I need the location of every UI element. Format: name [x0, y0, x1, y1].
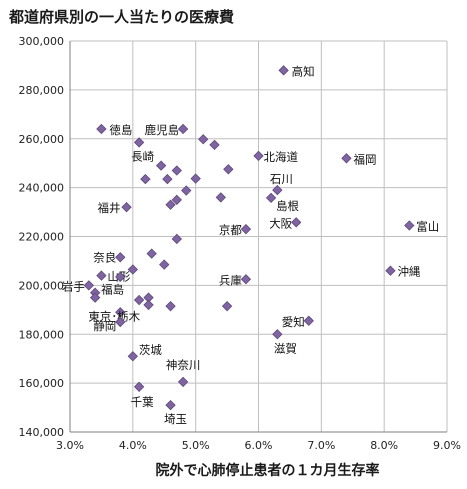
- data-point: [278, 65, 289, 76]
- data-point: [159, 259, 170, 270]
- point-label: 沖縄: [397, 265, 420, 279]
- point-label: 滋賀: [274, 341, 297, 355]
- data-point: [215, 192, 226, 203]
- data-point: [143, 299, 154, 311]
- data-point: [171, 233, 182, 245]
- data-point: [115, 316, 126, 328]
- y-tick-label: 220,000: [19, 231, 65, 244]
- data-point: [240, 274, 252, 285]
- point-label: 静岡: [93, 319, 116, 333]
- data-point: [121, 202, 132, 213]
- point-label: 高知: [292, 64, 315, 78]
- y-tick-label: 240,000: [19, 182, 65, 195]
- data-point: [115, 252, 126, 263]
- data-point: [272, 329, 283, 340]
- data-point: [181, 185, 192, 196]
- data-point: [127, 264, 138, 275]
- data-point: [272, 184, 283, 196]
- chart-title: 都道府県別の一人当たりの医療費: [9, 8, 235, 26]
- data-point: [253, 150, 264, 162]
- data-point: [140, 173, 151, 185]
- data-point: [115, 307, 126, 318]
- data-point: [209, 139, 220, 151]
- x-axis-title: 院外で心肺停止患者の１カ月生存率: [155, 463, 380, 479]
- x-tick-label: 4.0%: [119, 439, 147, 452]
- point-label: 富山: [416, 220, 439, 234]
- point-label: 埼玉: [164, 412, 187, 426]
- data-point: [190, 173, 201, 184]
- data-point: [341, 153, 352, 164]
- data-point: [171, 165, 182, 176]
- data-point: [165, 300, 176, 312]
- data-point: [165, 199, 176, 210]
- x-tick-label: 5.0%: [182, 439, 210, 452]
- point-label: 大阪: [269, 216, 292, 230]
- point-label: 福島: [101, 283, 124, 297]
- point-label: 鹿児島: [145, 123, 180, 137]
- point-label: 茨城: [139, 343, 162, 357]
- point-label: 徳島: [109, 123, 132, 137]
- data-point: [96, 123, 107, 135]
- y-tick-label: 300,000: [19, 35, 65, 48]
- point-label: 福井: [98, 201, 121, 215]
- point-label: 石川: [270, 172, 293, 186]
- data-point: [127, 351, 138, 362]
- point-label: 神奈川: [166, 358, 201, 372]
- data-point: [265, 192, 277, 204]
- data-point: [162, 173, 173, 185]
- data-point: [177, 376, 189, 388]
- point-label: 福岡: [353, 152, 376, 166]
- data-point: [223, 164, 234, 175]
- y-tick-label: 180,000: [19, 328, 65, 341]
- point-label: 兵庫: [219, 273, 242, 287]
- data-point: [165, 399, 176, 411]
- point-label: 千葉: [131, 395, 154, 409]
- x-tick-label: 8.0%: [370, 439, 398, 452]
- y-tick-label: 280,000: [19, 84, 65, 97]
- point-label: 岩手: [62, 279, 85, 293]
- point-label: 奈良: [93, 250, 116, 264]
- x-tick-label: 9.0%: [433, 439, 461, 452]
- data-point: [171, 194, 182, 206]
- data-point: [89, 292, 101, 303]
- data-point: [133, 294, 145, 306]
- data-point: [198, 134, 209, 145]
- point-label: 北海道: [264, 150, 299, 164]
- x-tick-label: 3.0%: [56, 439, 84, 452]
- data-point: [177, 123, 189, 135]
- data-point: [146, 248, 157, 259]
- data-point: [291, 217, 302, 228]
- data-point: [83, 280, 95, 291]
- x-tick-label: 6.0%: [245, 439, 273, 452]
- data-point: [303, 315, 314, 326]
- data-point: [155, 160, 167, 171]
- data-point: [115, 271, 126, 282]
- data-point: [133, 381, 145, 392]
- point-label: 島根: [276, 199, 299, 213]
- data-point: [96, 270, 107, 281]
- point-label: 愛知: [282, 315, 305, 329]
- data-point: [385, 265, 396, 276]
- data-point: [133, 137, 145, 148]
- data-point: [221, 300, 233, 312]
- data-point: [240, 224, 252, 235]
- y-tick-label: 200,000: [19, 279, 65, 292]
- x-tick-label: 7.0%: [307, 439, 335, 452]
- data-point: [404, 220, 415, 231]
- point-label: 京都: [219, 223, 242, 237]
- y-tick-label: 140,000: [19, 426, 65, 439]
- point-label: 長崎: [131, 149, 154, 163]
- y-tick-label: 260,000: [19, 133, 65, 146]
- y-tick-label: 160,000: [19, 377, 65, 390]
- point-label: 東京･栃木: [88, 309, 140, 323]
